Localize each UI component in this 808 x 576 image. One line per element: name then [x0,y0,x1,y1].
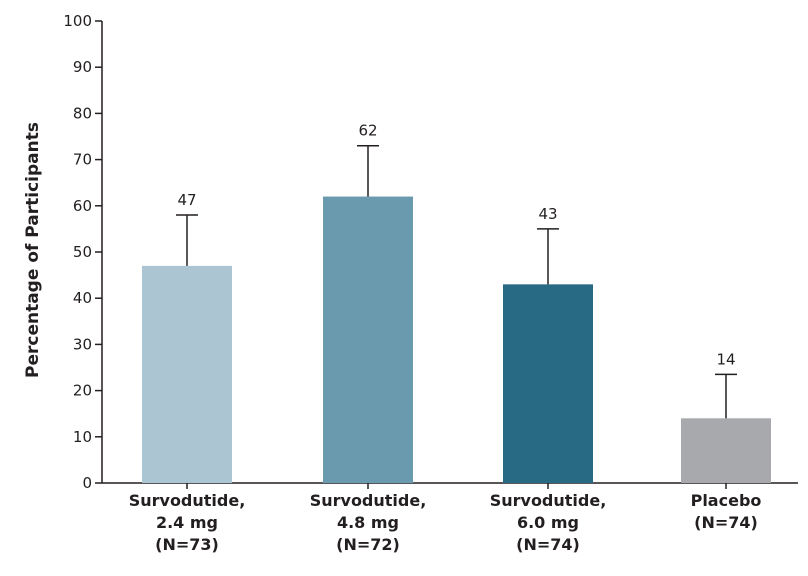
x-tick-label: (N=72) [336,535,400,554]
bar [142,265,232,483]
x-tick-label: (N=74) [694,513,758,532]
x-tick-label: (N=73) [155,535,219,554]
x-tick-label: Survodutide, [490,491,607,510]
y-tick-label: 70 [73,151,92,169]
bar [323,196,413,483]
y-tick-label: 40 [73,289,92,307]
x-tick-label: (N=74) [516,535,580,554]
bar [681,418,771,483]
x-tick-label: Survodutide, [129,491,246,510]
data-label: 43 [538,205,557,223]
x-tick-label: Survodutide, [310,491,427,510]
data-label: 14 [716,350,735,368]
y-tick-label: 10 [73,428,92,446]
y-tick-label: 20 [73,382,92,400]
y-tick-label: 50 [73,243,92,261]
data-label: 62 [358,122,377,140]
y-tick-label: 0 [82,474,92,492]
y-axis-title: Percentage of Participants [23,122,43,378]
bar [503,284,593,483]
labels: 47 Survodutide, 2.4 mg (N=73) 62 Survodutide,… [129,122,762,554]
y-tick-label: 100 [63,12,92,30]
x-tick-label: Placebo [691,491,762,510]
x-tick-label: 6.0 mg [517,513,579,532]
y-tick-label: 90 [73,58,92,76]
x-tick-label: 4.8 mg [337,513,399,532]
x-tick-label: 2.4 mg [156,513,218,532]
y-tick-label: 60 [73,197,92,215]
y-tick-label: 80 [73,104,92,122]
data-label: 47 [177,191,196,209]
y-tick-label: 30 [73,335,92,353]
bars [142,144,771,483]
